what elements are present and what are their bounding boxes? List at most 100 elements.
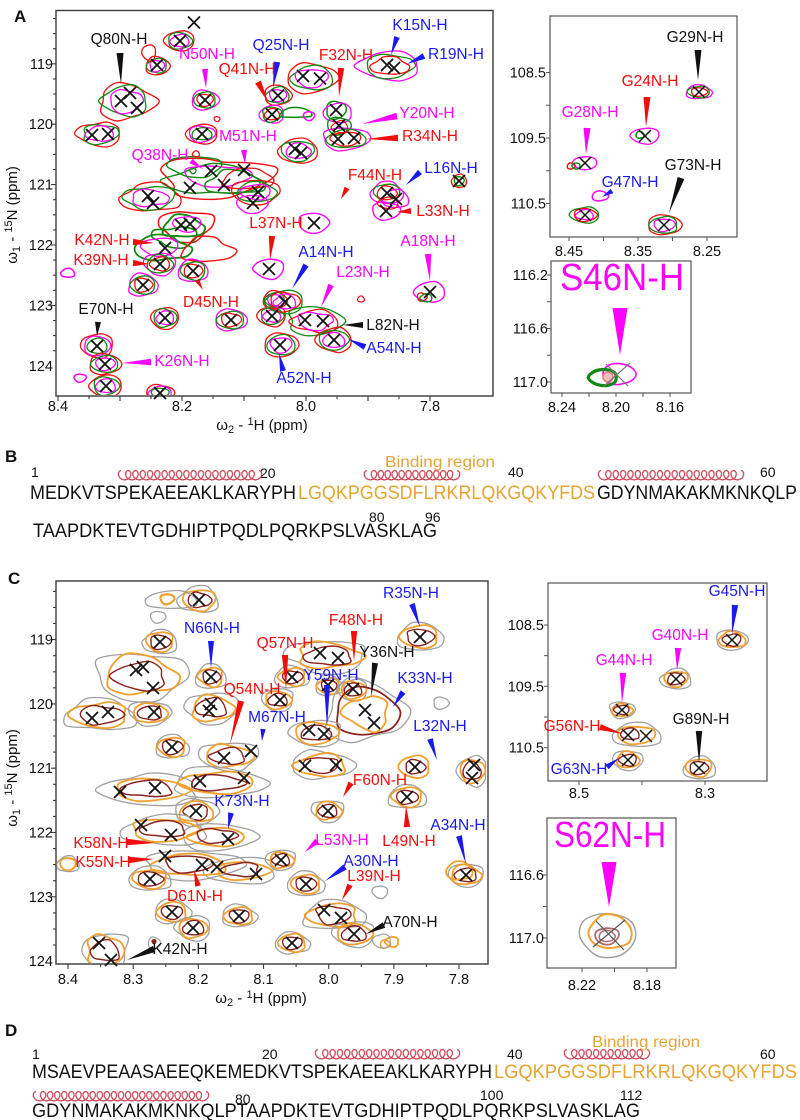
svg-text:A18N-H: A18N-H bbox=[400, 233, 455, 250]
svg-text:7.9: 7.9 bbox=[384, 972, 404, 988]
svg-text:8.1: 8.1 bbox=[253, 972, 273, 988]
svg-text:108.5: 108.5 bbox=[510, 66, 546, 82]
svg-text:8.3: 8.3 bbox=[123, 972, 143, 988]
svg-text:L37N-H: L37N-H bbox=[249, 215, 302, 232]
svg-text:8.18: 8.18 bbox=[633, 978, 661, 994]
svg-text:Q57N-H: Q57N-H bbox=[257, 635, 314, 652]
svg-text:8.3: 8.3 bbox=[695, 786, 715, 802]
svg-text:109.5: 109.5 bbox=[508, 679, 544, 695]
svg-text:MSAEVPEAASAEEQKEMEDKVTSPEKAEEA: MSAEVPEAASAEEQKEMEDKVTSPEKAEEAKLKARYPH bbox=[32, 1062, 492, 1083]
svg-text:20: 20 bbox=[260, 465, 276, 481]
svg-text:8.0: 8.0 bbox=[296, 399, 316, 415]
svg-text:Q25N-H: Q25N-H bbox=[253, 37, 310, 54]
svg-text:F32N-H: F32N-H bbox=[319, 47, 373, 64]
svg-text:K42N-H: K42N-H bbox=[152, 941, 207, 958]
svg-text:L49N-H: L49N-H bbox=[382, 833, 435, 850]
svg-text:B: B bbox=[5, 447, 17, 466]
svg-text:8.5: 8.5 bbox=[569, 786, 589, 802]
svg-text:D45N-H: D45N-H bbox=[183, 294, 239, 311]
svg-text:8.0: 8.0 bbox=[319, 972, 339, 988]
svg-text:123: 123 bbox=[29, 890, 53, 906]
svg-text:L53N-H: L53N-H bbox=[315, 832, 368, 849]
svg-text:117.0: 117.0 bbox=[509, 931, 544, 947]
svg-text:K33N-H: K33N-H bbox=[397, 670, 452, 687]
svg-text:A34N-H: A34N-H bbox=[430, 817, 485, 834]
svg-text:20: 20 bbox=[262, 1046, 278, 1062]
svg-text:1: 1 bbox=[31, 464, 39, 480]
svg-text:121: 121 bbox=[29, 761, 53, 777]
svg-text:120: 120 bbox=[29, 697, 53, 713]
svg-text:109.5: 109.5 bbox=[510, 131, 546, 147]
svg-text:K58N-H: K58N-H bbox=[73, 835, 128, 852]
svg-text:LGQKPGGSDFLRKRLQKGQKYFDS: LGQKPGGSDFLRKRLQKGQKYFDS bbox=[298, 483, 595, 504]
svg-text:L16N-H: L16N-H bbox=[424, 160, 477, 177]
svg-text:8.2: 8.2 bbox=[188, 972, 208, 988]
svg-text:Y59N-H: Y59N-H bbox=[303, 667, 358, 684]
svg-text:1: 1 bbox=[32, 1046, 40, 1062]
svg-text:E70N-H: E70N-H bbox=[78, 301, 133, 318]
svg-text:Binding region: Binding region bbox=[385, 454, 495, 471]
svg-text:A52N-H: A52N-H bbox=[276, 370, 331, 387]
svg-text:8.4: 8.4 bbox=[48, 399, 68, 415]
svg-text:Q54N-H: Q54N-H bbox=[224, 681, 281, 698]
svg-text:K55N-H: K55N-H bbox=[75, 854, 130, 871]
svg-text:8.4: 8.4 bbox=[58, 972, 78, 988]
svg-text:122: 122 bbox=[29, 826, 53, 842]
svg-text:ω2 - 1H (ppm): ω2 - 1H (ppm) bbox=[215, 989, 306, 1009]
svg-text:7.8: 7.8 bbox=[420, 399, 440, 415]
svg-text:124: 124 bbox=[29, 359, 53, 375]
svg-text:8.2: 8.2 bbox=[172, 399, 192, 415]
svg-text:K73N-H: K73N-H bbox=[214, 793, 269, 810]
svg-text:A70N-H: A70N-H bbox=[382, 914, 437, 931]
svg-text:G45N-H: G45N-H bbox=[709, 583, 766, 600]
svg-text:8.16: 8.16 bbox=[656, 400, 684, 416]
svg-text:120: 120 bbox=[29, 117, 53, 133]
svg-text:S46N-H: S46N-H bbox=[560, 257, 684, 299]
svg-text:Y36N-H: Y36N-H bbox=[359, 644, 414, 661]
svg-text:8.24: 8.24 bbox=[548, 400, 576, 416]
svg-text:60: 60 bbox=[760, 464, 776, 480]
svg-text:N50N-H: N50N-H bbox=[179, 46, 235, 63]
svg-text:A30N-H: A30N-H bbox=[343, 853, 398, 870]
svg-text:G28N-H: G28N-H bbox=[562, 104, 619, 121]
svg-text:A14N-H: A14N-H bbox=[298, 244, 353, 261]
svg-text:112: 112 bbox=[620, 1087, 643, 1103]
svg-text:G63N-H: G63N-H bbox=[551, 761, 608, 778]
svg-text:C: C bbox=[8, 569, 20, 588]
svg-text:G44N-H: G44N-H bbox=[596, 652, 653, 669]
svg-text:G47N-H: G47N-H bbox=[602, 174, 659, 191]
svg-text:117.0: 117.0 bbox=[513, 375, 548, 391]
svg-text:8.35: 8.35 bbox=[624, 244, 652, 260]
svg-text:7.8: 7.8 bbox=[449, 972, 469, 988]
svg-text:M67N-H: M67N-H bbox=[248, 709, 306, 726]
svg-text:F44N-H: F44N-H bbox=[348, 167, 402, 184]
svg-text:ω1 - 15N (ppm): ω1 - 15N (ppm) bbox=[3, 166, 23, 264]
svg-text:L32N-H: L32N-H bbox=[413, 718, 466, 735]
svg-text:ω1 - 15N (ppm): ω1 - 15N (ppm) bbox=[3, 729, 23, 827]
svg-text:G56N-H: G56N-H bbox=[544, 718, 601, 735]
svg-text:G24N-H: G24N-H bbox=[622, 73, 679, 90]
svg-text:R34N-H: R34N-H bbox=[402, 128, 458, 145]
svg-text:121: 121 bbox=[29, 178, 53, 194]
svg-text:GDYNMAKAKMKNKQLP: GDYNMAKAKMKNKQLP bbox=[597, 483, 797, 504]
svg-text:TAAPDKTEVTGDHIPTPQDLPQRKPSLVAS: TAAPDKTEVTGDHIPTPQDLPQRKPSLVASKLAG bbox=[33, 521, 437, 542]
svg-text:G89N-H: G89N-H bbox=[673, 711, 730, 728]
svg-text:F60N-H: F60N-H bbox=[353, 772, 407, 789]
svg-text:M51N-H: M51N-H bbox=[219, 128, 277, 145]
svg-text:G73N-H: G73N-H bbox=[665, 157, 722, 174]
svg-text:108.5: 108.5 bbox=[508, 618, 544, 634]
svg-text:L82N-H: L82N-H bbox=[366, 317, 419, 334]
svg-text:K26N-H: K26N-H bbox=[154, 353, 209, 370]
svg-text:GDYNMAKAKMKNKQLPTAAPDKTEVTGDHI: GDYNMAKAKMKNKQLPTAAPDKTEVTGDHIPTPQDLPQRK… bbox=[32, 1101, 640, 1120]
svg-text:N66N-H: N66N-H bbox=[184, 620, 240, 637]
svg-text:L33N-H: L33N-H bbox=[416, 203, 469, 220]
svg-text:A: A bbox=[14, 7, 26, 26]
svg-text:Q80N-H: Q80N-H bbox=[91, 31, 148, 48]
svg-text:ω2 - 1H (ppm): ω2 - 1H (ppm) bbox=[216, 416, 307, 436]
svg-text:R19N-H: R19N-H bbox=[428, 46, 484, 63]
svg-text:8.20: 8.20 bbox=[602, 400, 630, 416]
svg-text:Q41N-H: Q41N-H bbox=[219, 61, 276, 78]
svg-text:8.22: 8.22 bbox=[568, 978, 596, 994]
svg-text:D61N-H: D61N-H bbox=[167, 888, 223, 905]
svg-text:S62N-H: S62N-H bbox=[554, 814, 666, 855]
